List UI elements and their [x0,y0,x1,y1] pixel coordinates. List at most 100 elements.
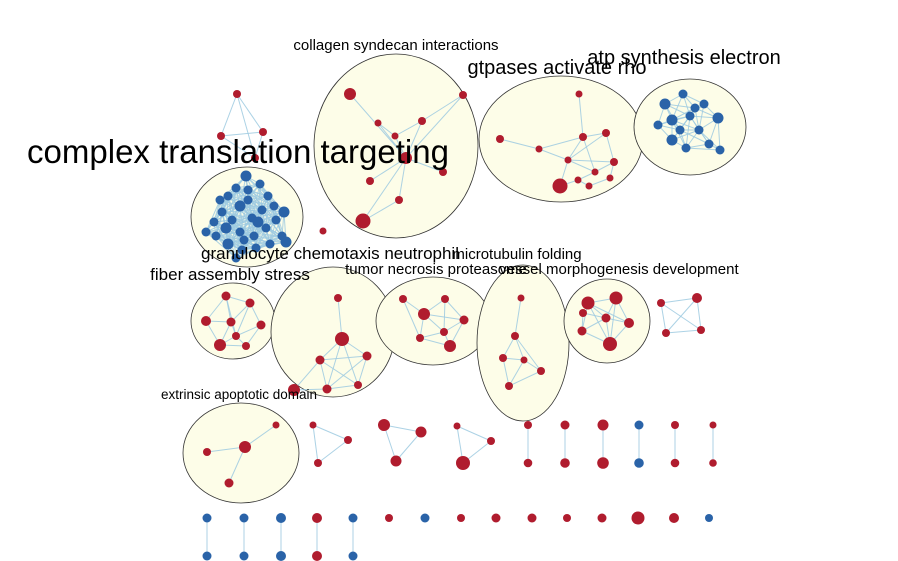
microtubulin-folding-nodes-edge [514,335,525,361]
pair-row2-5-node [348,513,358,523]
gtpases-activate-rho-nodes-node [610,158,618,166]
microtubulin-folding-nodes-node [505,382,513,390]
complex-translation-nodes-node [251,243,261,253]
collagen-syndecan-nodes-node [355,213,371,229]
vessel-morphogenesis-nodes-node [624,318,634,328]
atp-synthesis-nodes-edge [685,147,721,151]
small-red-group-b-edge [665,297,698,334]
single-row2-5-node [527,513,537,523]
pair-row2-3-node [276,513,286,523]
small-red-group-b-node [692,293,702,303]
complex-translation-nodes-node [239,235,249,245]
tumor-necrosis-nodes-node [399,295,407,303]
single-row2-2-node [420,513,430,523]
microtubulin-folding-nodes-edge [508,370,542,387]
collagen-syndecan-nodes-edge [421,94,464,122]
complex-translation-nodes-node [220,222,232,234]
label-gtpases-activate-rho: gtpases activate rho [468,57,647,79]
small-red-group-b-node [662,329,670,337]
microtubulin-folding-nodes-node [537,367,545,375]
triangle-c-node [456,456,470,470]
single-row2-3-node [457,514,465,522]
collagen-syndecan-nodes-edge [405,120,423,159]
atp-synthesis-nodes-node [694,125,704,135]
small-red-group-b-node [697,326,705,334]
atp-synthesis-nodes-node [666,114,678,126]
single-row2-6-node [563,514,571,522]
collagen-syndecan-nodes-edge [369,157,407,182]
triangle-b-node [415,426,427,438]
complex-translation-nodes-edge [213,187,237,223]
single-row2-7-node [597,513,607,523]
gtpases-activate-rho-nodes-node [535,145,543,153]
complex-translation-nodes-edge [255,219,277,249]
collagen-syndecan-nodes-node [400,152,412,164]
extrinsic-apoptotic-nodes-node [239,441,251,453]
fiber-assembly-nodes-node [232,332,240,340]
collagen-syndecan-nodes-edge [377,122,396,137]
collagen-syndecan-nodes-edge [405,157,444,173]
gtpases-activate-rho-nodes-node [606,174,614,182]
gtpases-activate-rho-nodes-node [552,178,568,194]
atp-synthesis-nodes-edge [685,115,691,149]
fiber-assembly-nodes-node [226,317,236,327]
gtpases-activate-rho-nodes-edge [499,138,540,150]
small-red-group-a-node [217,132,225,140]
extrinsic-apoptotic-nodes-edge [244,424,277,448]
gtpases-activate-rho-nodes-edge [582,136,596,173]
extrinsic-apoptotic-nodes-node [203,448,211,456]
small-red-group-a-edge [220,93,238,137]
collagen-syndecan-nodes-node [344,88,356,100]
complex-translation-nodes-node [269,201,279,211]
complex-translation-nodes-node [234,200,246,212]
pair-row2-5-node [348,551,358,561]
complex-translation-nodes-node [211,231,221,241]
complex-translation-nodes-node [255,179,265,189]
fiber-assembly-nodes-node [242,342,250,350]
granulocyte-chemotaxis-nodes-edge [319,355,368,361]
collagen-syndecan-nodes-node [439,168,447,176]
complex-translation-nodes-edge [265,195,269,229]
microtubulin-folding-nodes-node [520,356,528,364]
complex-translation-nodes-node [215,195,225,205]
complex-translation-nodes-node [217,207,227,217]
granulocyte-chemotaxis-nodes-edge [357,355,368,386]
gtpases-activate-rho-nodes-edge [567,159,596,173]
microtubulin-folding-nodes-edge [502,357,510,387]
label-extrinsic-apoptotic-domain: extrinsic apoptotic domain [161,387,317,402]
small-red-group-b-edge [660,297,698,304]
pair-row1-5-node [670,458,680,468]
complex-translation-nodes-edge [269,205,275,245]
complex-translation-nodes-node [271,215,281,225]
tumor-necrosis-nodes-node [459,315,469,325]
single-row2-10-node [705,514,713,522]
cluster-labels: complex translation targeting collagen s… [27,37,781,402]
collagen-syndecan-nodes-node [459,91,467,99]
pair-row1-1-node [524,421,532,429]
small-red-group-a-node [233,90,241,98]
small-red-group-a-node [259,128,267,136]
extrinsic-apoptotic-nodes-node [224,478,234,488]
collagen-syndecan-nodes-node [374,119,382,127]
granulocyte-chemotaxis-nodes-edge [326,355,368,390]
complex-translation-nodes-edge [205,199,221,233]
atp-synthesis-nodes-node [712,112,724,124]
triangle-a-edge [312,424,349,441]
complex-translation-nodes-node [243,195,253,205]
triangle-a-edge [312,424,319,464]
tumor-necrosis-nodes-edge [443,298,446,333]
vessel-morphogenesis-nodes-edge [581,317,607,332]
tumor-necrosis-nodes-edge [402,298,421,339]
microtubulin-folding-nodes-node [511,332,519,340]
single-row2-1-node [385,514,393,522]
collagen-syndecan-nodes-edge [362,157,407,222]
tumor-necrosis-nodes-node [416,334,424,342]
ellipse-granulocyte-chemotaxis [270,266,396,398]
complex-translation-nodes-edge [231,219,255,237]
atp-synthesis-nodes-node [659,98,671,110]
granulocyte-chemotaxis-nodes-edge [326,338,343,390]
small-red-group-a-edge [236,93,256,159]
complex-translation-nodes-node [209,217,219,227]
granulocyte-chemotaxis-nodes-node [362,351,372,361]
